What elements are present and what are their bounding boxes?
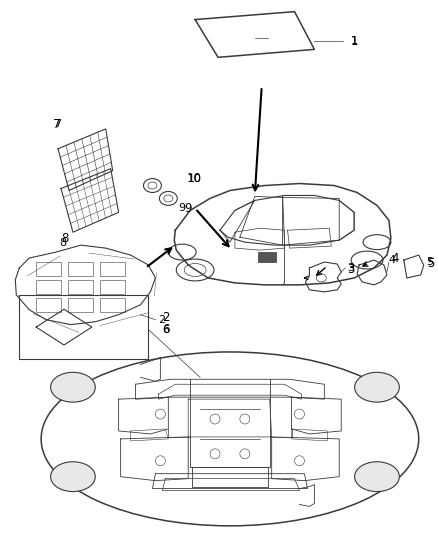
- Ellipse shape: [355, 373, 399, 402]
- Ellipse shape: [351, 251, 383, 269]
- Text: 10: 10: [186, 172, 201, 185]
- Ellipse shape: [355, 462, 399, 491]
- Bar: [36, 298, 61, 312]
- Text: 9: 9: [178, 204, 185, 213]
- Ellipse shape: [50, 462, 95, 491]
- Text: 10: 10: [188, 174, 202, 183]
- Ellipse shape: [168, 244, 196, 260]
- Bar: [100, 280, 124, 294]
- Text: 2: 2: [162, 311, 170, 324]
- Text: 4: 4: [391, 252, 399, 264]
- Text: 8: 8: [61, 232, 68, 245]
- Text: 2: 2: [159, 314, 166, 325]
- Bar: [68, 262, 93, 276]
- Text: 6: 6: [162, 325, 170, 335]
- Text: 3: 3: [347, 263, 354, 273]
- Ellipse shape: [144, 179, 161, 192]
- Text: 7: 7: [53, 118, 60, 132]
- Text: 3: 3: [347, 263, 354, 277]
- Bar: [19, 295, 148, 359]
- Bar: [68, 298, 93, 312]
- Bar: [36, 262, 61, 276]
- Ellipse shape: [159, 191, 177, 205]
- Text: 1: 1: [351, 36, 358, 46]
- Text: 5: 5: [427, 257, 434, 267]
- Bar: [100, 298, 124, 312]
- Bar: [100, 262, 124, 276]
- Bar: [258, 252, 276, 262]
- Text: 6: 6: [162, 323, 170, 336]
- Text: 9: 9: [184, 202, 192, 215]
- Bar: [68, 280, 93, 294]
- Text: 4: 4: [389, 255, 396, 265]
- Text: 5: 5: [427, 256, 434, 270]
- Ellipse shape: [50, 373, 95, 402]
- Text: 1: 1: [351, 35, 359, 48]
- Bar: [36, 280, 61, 294]
- Text: 7: 7: [54, 119, 62, 129]
- Text: 8: 8: [60, 238, 67, 248]
- Ellipse shape: [363, 235, 391, 249]
- Ellipse shape: [176, 259, 214, 281]
